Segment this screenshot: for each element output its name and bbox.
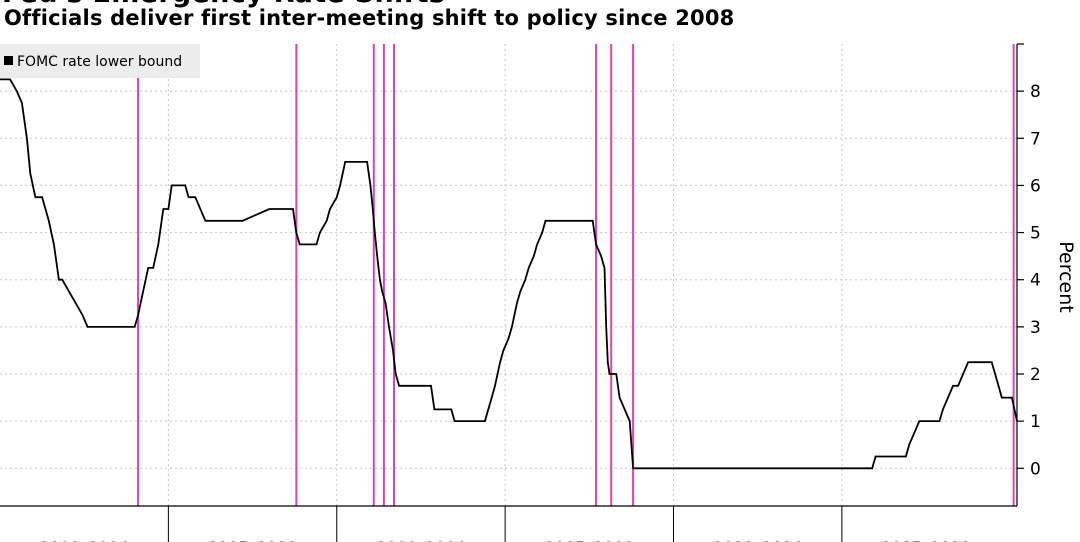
y-tick-label: 0: [1030, 459, 1041, 479]
legend-box: [0, 44, 200, 78]
legend-swatch: [4, 56, 13, 65]
y-tick-label: 2: [1030, 365, 1041, 385]
y-tick-label: 1: [1030, 412, 1041, 432]
y-tick-label: 5: [1030, 224, 1041, 244]
chart-title: Fed's Emergency Rate Shifts: [2, 0, 445, 9]
x-tick-label: 1990–1994: [39, 538, 128, 542]
y-tick-label: 4: [1030, 271, 1041, 291]
x-tick-label: 2010–2014: [713, 538, 802, 542]
chart-subtitle: Officials deliver first inter-meeting sh…: [4, 6, 735, 30]
y-tick-label: 7: [1030, 129, 1041, 149]
x-tick-label: 2005–2009: [545, 538, 634, 542]
legend-label: FOMC rate lower bound: [17, 54, 182, 70]
y-tick-label: 6: [1030, 176, 1041, 196]
x-tick-label: 1995–1999: [208, 538, 297, 542]
x-tick-label: 2015–2019: [881, 538, 970, 542]
y-axis-label: Percent: [1055, 241, 1077, 313]
y-tick-label: 8: [1030, 82, 1041, 102]
y-tick-label: 3: [1030, 318, 1041, 338]
series-line-fomc-rate: [0, 78, 1018, 470]
x-tick-label: 2000–2004: [376, 538, 465, 542]
